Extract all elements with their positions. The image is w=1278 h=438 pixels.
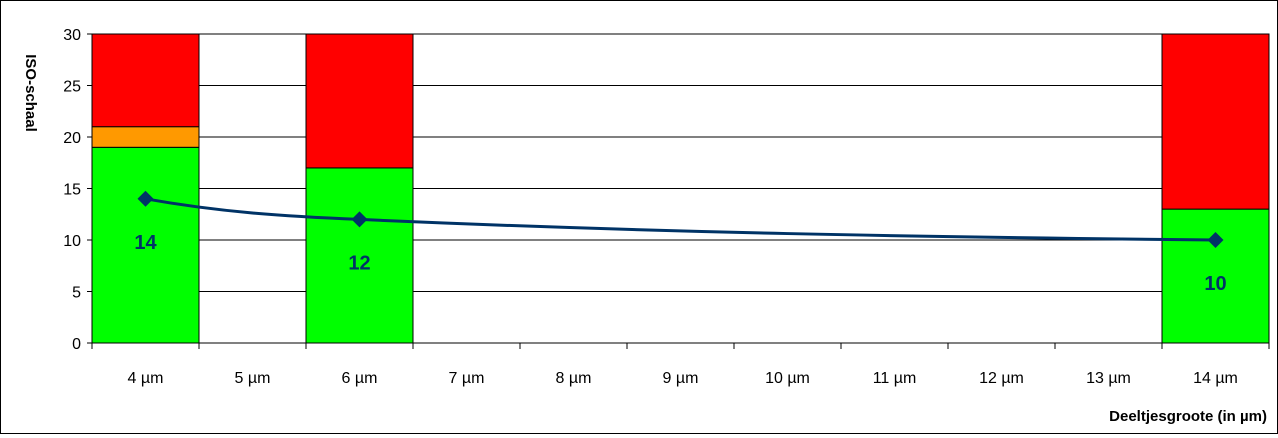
data-label: 12 <box>348 252 370 274</box>
bar-segment <box>91 33 200 128</box>
x-tick-label: 6 µm <box>342 370 378 387</box>
x-tick-label: 10 µm <box>765 370 810 387</box>
line-layer: 14 12 10 <box>134 190 1227 295</box>
x-tick-label: 12 µm <box>979 370 1024 387</box>
y-tick-label: 0 <box>72 336 81 353</box>
x-tick-label: 9 µm <box>663 370 699 387</box>
data-point-marker <box>351 211 368 228</box>
data-point-marker <box>137 190 154 207</box>
x-tick-label: 8 µm <box>556 370 592 387</box>
grid-layer <box>92 33 1269 292</box>
y-tick-label: 10 <box>63 233 81 250</box>
x-tick-label: 11 µm <box>873 370 917 387</box>
y-tick-label: 5 <box>72 285 81 302</box>
x-tick-label: 13 µm <box>1086 370 1131 387</box>
data-label: 14 <box>134 232 157 254</box>
y-tick-label: 25 <box>63 79 81 96</box>
data-point-marker <box>1207 232 1224 248</box>
x-axis-title: Deeltjesgroote (in µm) <box>1109 408 1267 425</box>
y-tick-label: 20 <box>63 130 81 147</box>
x-tick-label: 7 µm <box>449 370 485 387</box>
x-tick-label: 4 µm <box>128 370 164 387</box>
bar-segment <box>305 33 414 169</box>
x-tick-label: 14 µm <box>1193 370 1238 387</box>
bar-segment <box>1161 33 1270 210</box>
bar-segment <box>91 126 200 148</box>
x-tick-label: 5 µm <box>235 370 271 387</box>
y-tick-label: 15 <box>63 182 81 199</box>
data-label: 10 <box>1204 273 1226 295</box>
y-tick-label: 30 <box>63 27 81 44</box>
series-line <box>145 197 1216 242</box>
axis-layer: 0 5 10 15 20 25 30 4 µm 5 µm 6 µm 7 µm 8 µm 9 µm 10 µ… <box>63 27 1270 387</box>
bar-layer <box>91 33 1270 344</box>
y-axis-title: ISO-schaal <box>22 54 39 132</box>
